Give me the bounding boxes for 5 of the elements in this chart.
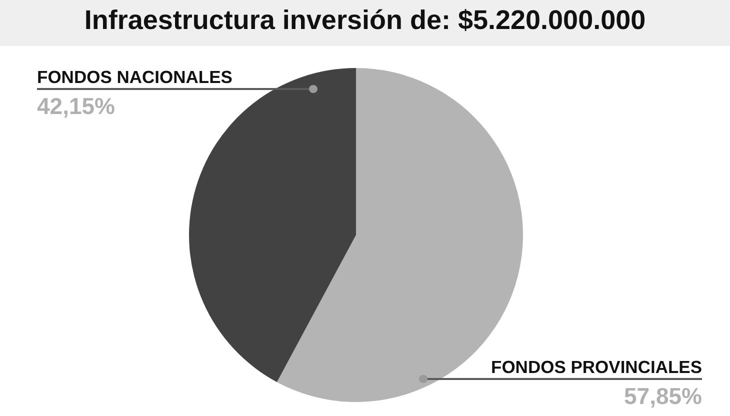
slice-label: FONDOS PROVINCIALES — [491, 357, 702, 377]
chart-title: Infraestructura inversión de: $5.220.000.000 — [84, 5, 646, 35]
data-label: 57,85% — [624, 383, 702, 409]
data-label: 42,15% — [37, 93, 116, 119]
slice-label: FONDOS NACIONALES — [37, 67, 232, 87]
